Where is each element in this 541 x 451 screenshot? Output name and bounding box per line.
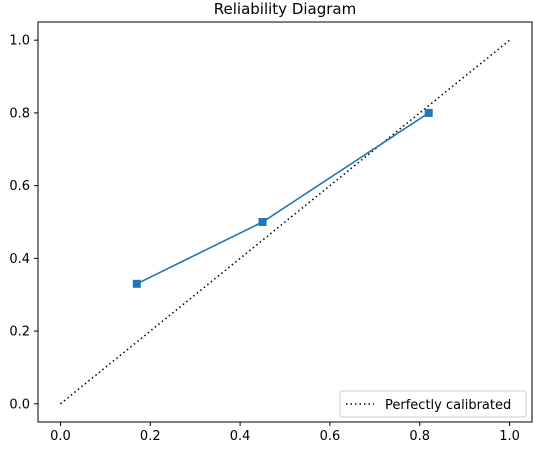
x-tick-label: 0.4: [230, 429, 251, 444]
x-tick-label: 0.2: [140, 429, 161, 444]
x-tick-label: 1.0: [499, 429, 520, 444]
calibration-point: [424, 108, 433, 117]
calibration-point: [132, 279, 141, 288]
y-tick-label: 0.8: [9, 106, 30, 121]
perfect-calibration-line: [59, 39, 511, 405]
x-tick-label: 0.6: [320, 429, 341, 444]
legend: Perfectly calibrated: [339, 390, 527, 418]
y-tick-label: 0.6: [9, 179, 30, 194]
legend-box: [339, 390, 527, 418]
legend-label-perfectly-calibrated: Perfectly calibrated: [385, 398, 511, 413]
x-tick-label: 0.8: [409, 429, 430, 444]
x-tick-label: 0.0: [50, 429, 71, 444]
y-tick-label: 0.0: [9, 397, 30, 412]
y-tick-label: 1.0: [9, 34, 30, 49]
calibration-point: [258, 218, 267, 226]
series-layer: [59, 39, 511, 405]
chart-title: Reliability Diagram: [214, 0, 356, 18]
y-tick-label: 0.2: [9, 325, 30, 340]
x-axis: 0.0 0.2 0.4 0.6 0.8 1.0: [50, 422, 520, 444]
y-axis: 0.0 0.2 0.4 0.6 0.8 1.0: [9, 34, 38, 412]
y-tick-label: 0.4: [9, 252, 30, 267]
